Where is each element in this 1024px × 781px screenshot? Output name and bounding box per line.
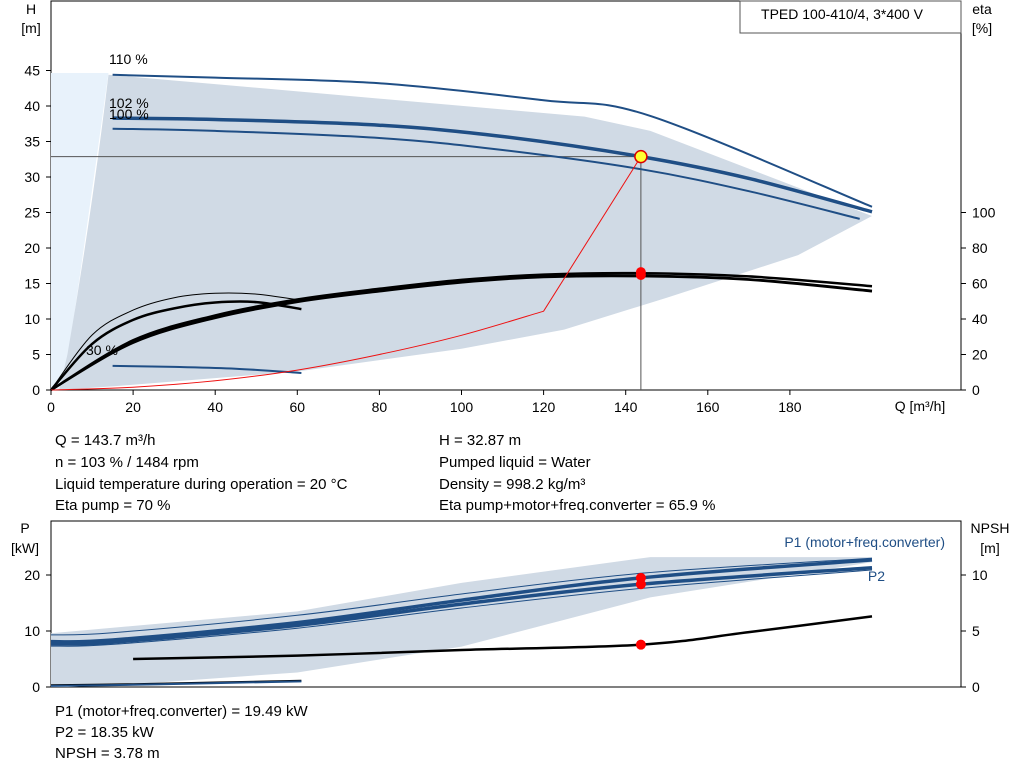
npsh-operating-point — [635, 639, 646, 650]
y-tick-label: 5 — [32, 347, 40, 363]
y2-axis-unit-eta: [%] — [972, 20, 992, 36]
speed-label-100: 100 % — [109, 106, 149, 122]
pump-title-box — [739, 0, 962, 34]
y-axis-unit-power: [kW] — [11, 540, 39, 556]
duty-point-marker — [634, 149, 648, 164]
eta-operating-point — [635, 269, 646, 280]
y-tick-label: 25 — [24, 205, 40, 221]
head-curve-100 — [112, 127, 860, 220]
info-npsh: NPSH = 3.78 m — [55, 745, 160, 762]
system-curve — [50, 156, 642, 391]
info-eta-pump: Eta pump = 70 % — [55, 497, 171, 514]
speed-label-30: 30 % — [86, 342, 118, 358]
y-axis-unit-head: [m] — [21, 20, 40, 36]
pump-title: TPED 100-410/4, 3*400 V — [761, 6, 924, 22]
y2-tick-label: 100 — [972, 205, 996, 221]
info-liquid-temp: Liquid temperature during operation = 20… — [55, 476, 348, 493]
speed-label-102: 102 % — [109, 95, 149, 111]
info-pumped-liquid: Pumped liquid = Water — [439, 454, 591, 471]
head-curve-30 — [112, 364, 302, 374]
y2-tick-label: 20 — [972, 347, 988, 363]
head-curve-102 — [112, 116, 873, 214]
x-tick-label: 160 — [696, 399, 720, 415]
x-axis-label: Q [m³/h] — [895, 398, 946, 414]
info-p1: P1 (motor+freq.converter) = 19.49 kW — [55, 703, 308, 720]
envelope-area — [59, 74, 872, 390]
y2-tick-label: 80 — [972, 240, 988, 256]
y2-axis-label-npsh: NPSH — [971, 520, 1010, 536]
info-q: Q = 143.7 m³/h — [55, 432, 155, 449]
power-curve-p2-30-- — [50, 680, 302, 687]
series-label-p2: P2 — [868, 568, 885, 584]
efficiency-curve-eta-30-- — [50, 300, 302, 391]
envelope-left-zone — [51, 73, 109, 390]
power-envelope-area — [51, 557, 872, 687]
x-tick-label: 60 — [290, 399, 306, 415]
y-tick-label: 35 — [24, 134, 40, 150]
y-tick-label: 20 — [24, 240, 40, 256]
y2-tick-label: 5 — [972, 623, 980, 639]
head-efficiency-chart: 110 %102 %100 %30 % 0 20 40 60 80 100 120 140 16… — [21, 0, 996, 415]
power-curves — [50, 557, 873, 687]
y2-tick-label: 10 — [972, 567, 988, 583]
npsh-curve — [133, 615, 873, 661]
x-tick-label: 180 — [778, 399, 802, 415]
power-npsh-chart: 0 10 20 0 5 10 P [kW] NPSH [m] P1 (motor+freq… — [11, 520, 1009, 695]
y-axis-label-power: P — [20, 520, 29, 536]
y-tick-label: 15 — [24, 276, 40, 292]
x-tick-label: 100 — [450, 399, 474, 415]
series-label-p1: P1 (motor+freq.converter) — [784, 534, 945, 550]
power-curve-p2-100-- — [50, 569, 873, 647]
y2-tick-label: 60 — [972, 276, 988, 292]
efficiency-curve-eta-system-30-- — [50, 292, 302, 391]
power-curve-p1-110-- — [50, 557, 873, 636]
efficiency-curve-eta-110-- — [50, 271, 873, 392]
efficiency-curve-eta-100-- — [50, 275, 873, 391]
power-info: P1 (motor+freq.converter) = 19.49 kW P2 … — [55, 703, 308, 762]
power-curve-p2 — [50, 565, 873, 646]
head-curves: 110 % 102 %100 % 30 % — [50, 51, 873, 392]
info-density: Density = 998.2 kg/m³ — [439, 476, 585, 493]
head-curve-110 — [112, 73, 873, 208]
power-curve-p1--motor-freq-converter- — [50, 558, 873, 644]
y-tick-label: 20 — [24, 567, 40, 583]
x-tick-label: 120 — [532, 399, 556, 415]
y-tick-label: 0 — [32, 679, 40, 695]
y-tick-label: 10 — [24, 311, 40, 327]
y2-axis-unit-npsh: [m] — [980, 540, 999, 556]
y-tick-label: 40 — [24, 98, 40, 114]
x-tick-label: 140 — [614, 399, 638, 415]
x-tick-label: 20 — [125, 399, 141, 415]
y2-tick-label: 40 — [972, 311, 988, 327]
info-head: H = 32.87 m — [439, 432, 521, 449]
y2-axis-label-eta: eta — [972, 1, 992, 17]
y2-tick-label: 0 — [972, 382, 980, 398]
operating-info: Q = 143.7 m³/h n = 103 % / 1484 rpm Liqu… — [55, 432, 715, 514]
y-tick-label: 0 — [32, 382, 40, 398]
x-tick-label: 40 — [207, 399, 223, 415]
info-eta-total: Eta pump+motor+freq.converter = 65.9 % — [439, 497, 715, 514]
info-p2: P2 = 18.35 kW — [55, 724, 155, 741]
y2-tick-label: 0 — [972, 679, 980, 695]
x-tick-label: 0 — [47, 399, 55, 415]
power-envelope — [51, 557, 872, 687]
operating-envelope — [51, 73, 872, 390]
y-tick-label: 10 — [24, 623, 40, 639]
y-tick-label: 45 — [24, 63, 40, 79]
x-tick-label: 80 — [372, 399, 388, 415]
power-operating-point — [635, 579, 646, 590]
y-tick-label: 30 — [24, 169, 40, 185]
speed-label-110: 110 % — [109, 51, 148, 67]
y-axis-label-head: H — [26, 1, 36, 17]
info-speed: n = 103 % / 1484 rpm — [55, 454, 199, 471]
